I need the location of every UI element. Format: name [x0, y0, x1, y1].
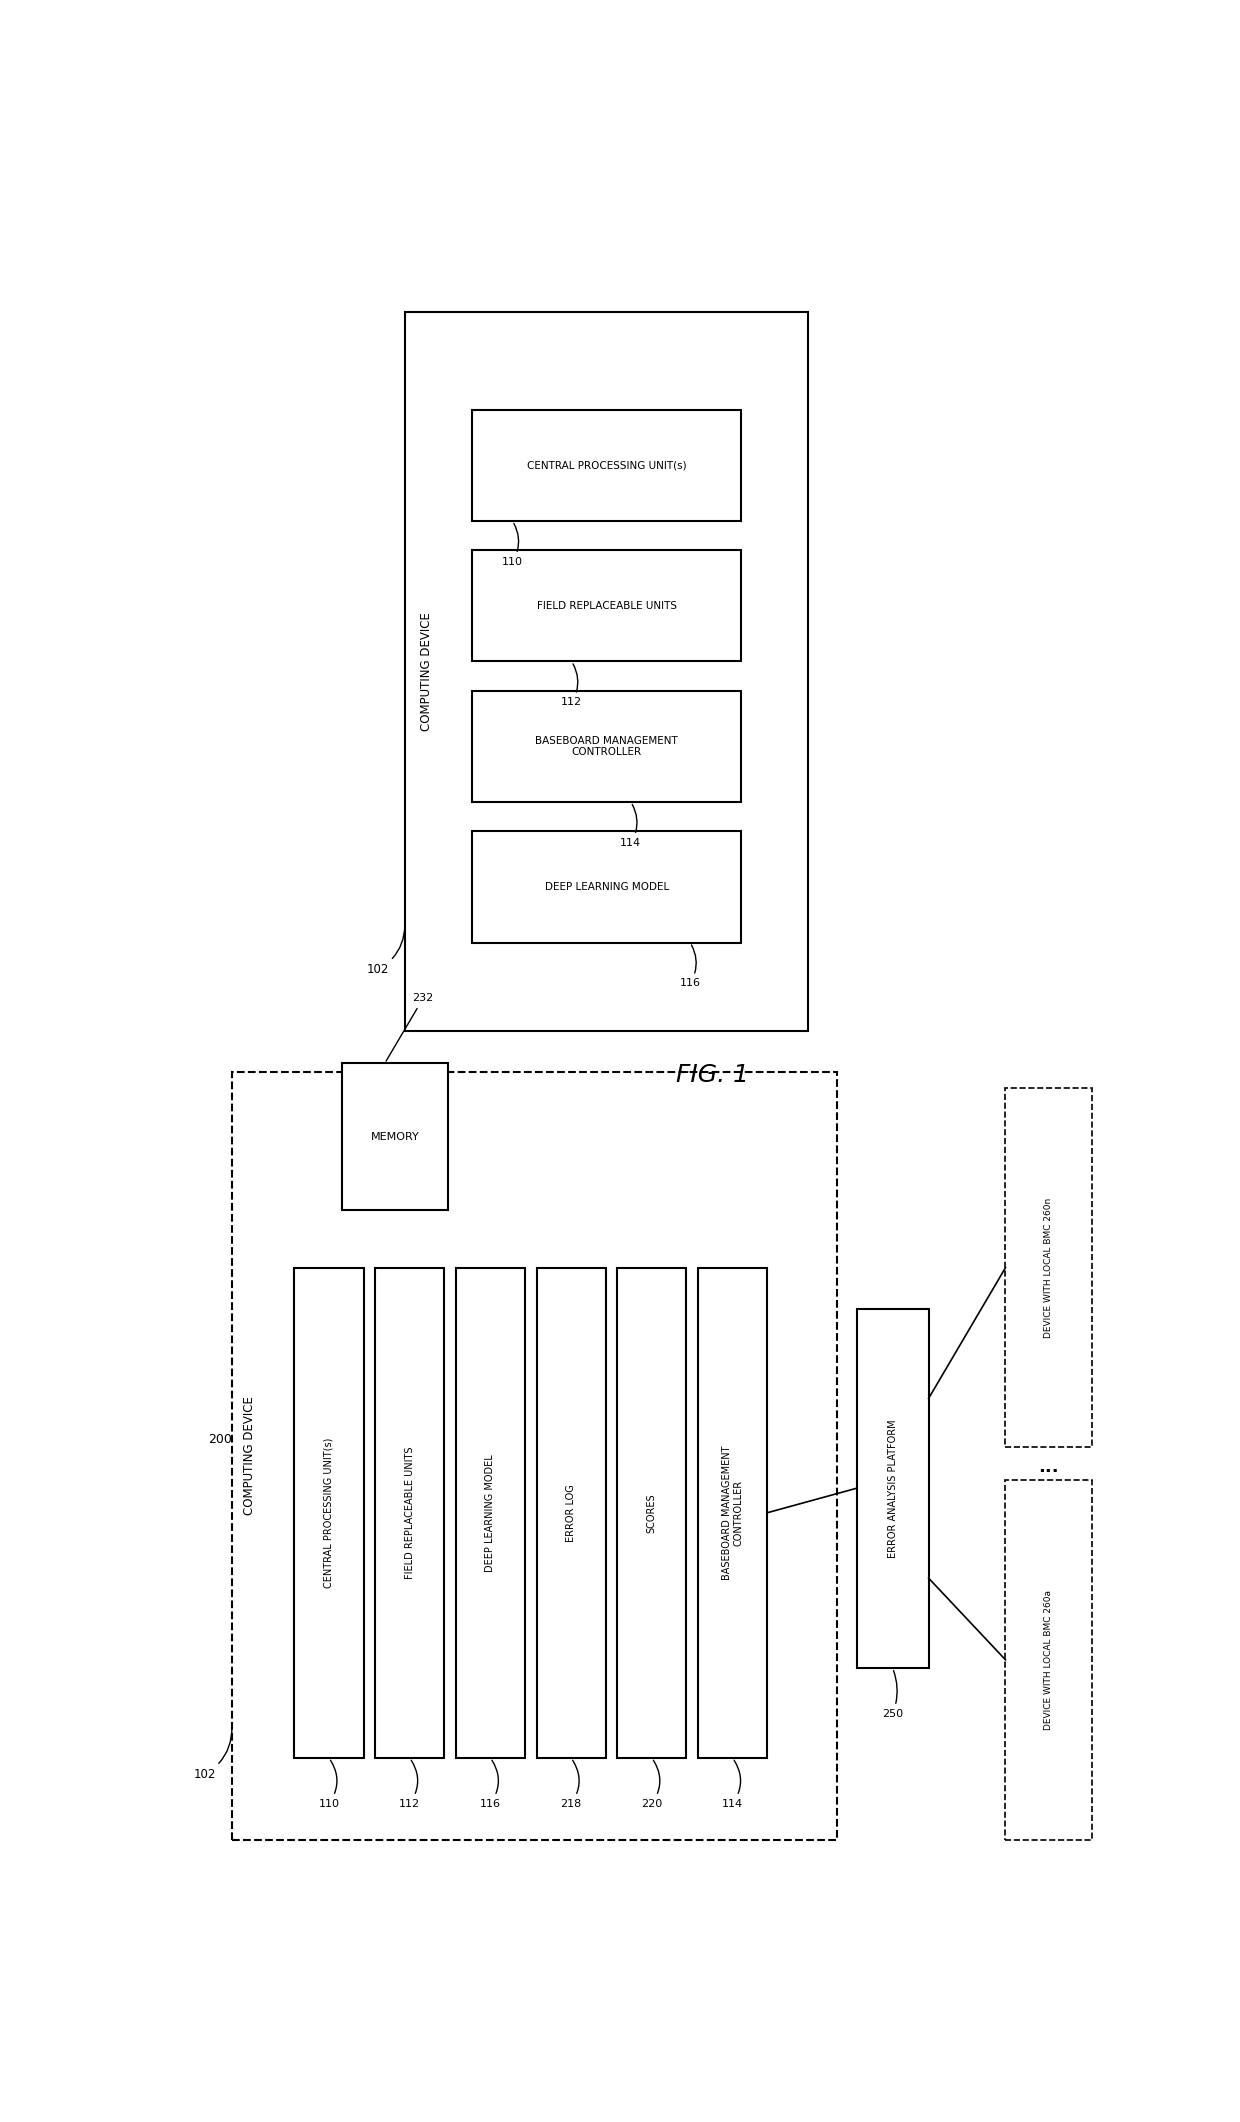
Bar: [404, 312, 808, 1031]
Text: 112: 112: [399, 1759, 420, 1808]
Text: ERROR LOG: ERROR LOG: [567, 1483, 577, 1543]
Text: CENTRAL PROCESSING UNIT(s): CENTRAL PROCESSING UNIT(s): [324, 1437, 334, 1587]
Text: ...: ...: [1038, 1458, 1059, 1477]
Text: 110: 110: [502, 524, 523, 567]
Bar: [857, 1309, 929, 1668]
Text: COMPUTING DEVICE: COMPUTING DEVICE: [243, 1396, 255, 1515]
Text: ERROR ANALYSIS PLATFORM: ERROR ANALYSIS PLATFORM: [888, 1420, 898, 1558]
Text: BASEBOARD MANAGEMENT
CONTROLLER: BASEBOARD MANAGEMENT CONTROLLER: [722, 1445, 743, 1581]
Text: FIELD REPLACEABLE UNITS: FIELD REPLACEABLE UNITS: [537, 601, 677, 611]
Text: 116: 116: [680, 944, 701, 989]
Text: 114: 114: [722, 1759, 743, 1808]
Text: 232: 232: [386, 993, 434, 1061]
Text: 110: 110: [319, 1759, 340, 1808]
Text: DEEP LEARNING MODEL: DEEP LEARNING MODEL: [485, 1454, 496, 1572]
Bar: [1006, 1481, 1092, 1840]
Text: 200: 200: [208, 1432, 232, 1445]
Bar: [698, 1267, 768, 1757]
Text: DEEP LEARNING MODEL: DEEP LEARNING MODEL: [544, 883, 668, 891]
Bar: [472, 832, 742, 942]
Text: MEMORY: MEMORY: [371, 1131, 419, 1142]
Text: 112: 112: [562, 664, 583, 707]
Text: 116: 116: [480, 1759, 501, 1808]
Text: 218: 218: [560, 1759, 582, 1808]
Bar: [1006, 1089, 1092, 1447]
Bar: [472, 692, 742, 802]
Text: 114: 114: [620, 804, 641, 849]
Text: DEVICE WITH LOCAL BMC 260n: DEVICE WITH LOCAL BMC 260n: [1044, 1197, 1053, 1337]
Text: BASEBOARD MANAGEMENT
CONTROLLER: BASEBOARD MANAGEMENT CONTROLLER: [536, 736, 678, 758]
Text: DEVICE WITH LOCAL BMC 260a: DEVICE WITH LOCAL BMC 260a: [1044, 1589, 1053, 1729]
Text: FIG. 1: FIG. 1: [676, 1063, 749, 1086]
Text: CENTRAL PROCESSING UNIT(s): CENTRAL PROCESSING UNIT(s): [527, 460, 687, 471]
Text: 220: 220: [641, 1759, 662, 1808]
Bar: [472, 410, 742, 522]
Text: 250: 250: [882, 1670, 903, 1719]
Bar: [294, 1267, 363, 1757]
Text: COMPUTING DEVICE: COMPUTING DEVICE: [419, 611, 433, 730]
Text: 102: 102: [367, 925, 404, 976]
Bar: [537, 1267, 605, 1757]
Bar: [472, 550, 742, 662]
Text: FIELD REPLACEABLE UNITS: FIELD REPLACEABLE UNITS: [404, 1447, 414, 1579]
Bar: [618, 1267, 687, 1757]
Text: 102: 102: [193, 1727, 232, 1780]
Bar: [456, 1267, 525, 1757]
Text: SCORES: SCORES: [647, 1494, 657, 1532]
Bar: [342, 1063, 448, 1210]
Bar: [232, 1072, 837, 1840]
Bar: [374, 1267, 444, 1757]
